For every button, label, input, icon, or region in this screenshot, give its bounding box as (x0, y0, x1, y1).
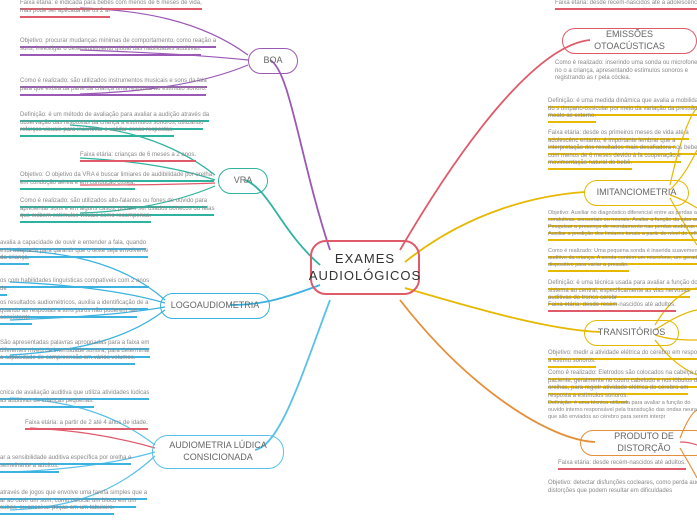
cat-vra[interactable]: VRA (218, 168, 268, 194)
alc-1: cnica de avaliação auditiva que utiliza … (0, 390, 150, 405)
boa-obj: Objetivo: procurar mudanças mínimas de c… (20, 38, 220, 53)
prod-obj: Objetivo: detectar disfunções cocleares,… (548, 480, 697, 495)
vra-def: Definição: é um método de avaliação para… (20, 112, 220, 135)
imi-faixa: Faixa etária: desde os primeiros meses d… (548, 130, 697, 168)
boa-faixa: Faixa etária: é indicada para bebês com … (20, 0, 210, 15)
cat-alc[interactable]: AUDIOMETRIA LÚDICA CONSICIONADA (152, 435, 284, 469)
center-line1: EXAMES (309, 251, 421, 268)
prod-faixa: Faixa etária: desde recém-nascidos até a… (558, 460, 697, 468)
prod-def: Definição: é uma técnica utilizada para … (548, 400, 697, 421)
vra-obj: Objetivo: O objetivo da VRA é buscar lim… (20, 172, 215, 187)
cat-boa[interactable]: BOA (248, 48, 298, 74)
logo-1: avalia a capacidade de ouvir e entender … (0, 240, 155, 263)
center-line2: AUDIOLÓGICOS (309, 268, 421, 285)
vra-como: Como é realizado: são utilizados alto-fa… (20, 198, 215, 221)
imi-obj: Objetivo: Auxiliar no diagnóstico difere… (548, 210, 697, 238)
alc-4: através de jogos que envolve uma tarefa … (0, 490, 150, 513)
cat-tra[interactable]: TRANSITÓRIOS (584, 320, 679, 346)
cat-emo[interactable]: EMISSÕES OTOACÚSTICAS (562, 28, 697, 54)
emo-faixa: Faixa etária: desde recém-nascidos até a… (555, 0, 697, 8)
logo-3: os resultados audiométricos, auxilia a i… (0, 300, 155, 323)
cat-imi[interactable]: IMITANCIOMETRIA (584, 180, 689, 206)
cat-logo[interactable]: LOGOAUDIOMETRIA (160, 293, 270, 319)
tra-def: Definição: é uma técnica usada para aval… (548, 280, 697, 303)
emo-como: Como é realizado: inserindo uma sonda ou… (555, 60, 697, 83)
alc-faixa: Faixa etária: a partir de 2 até 4 anos d… (25, 420, 155, 428)
center-node[interactable]: EXAMES AUDIOLÓGICOS (310, 240, 420, 295)
cat-prod[interactable]: PRODUTO DE DISTORÇÃO (580, 430, 697, 456)
tra-como: Como é realizado: Eletrodos são colocado… (548, 370, 697, 400)
boa-como: Como é realizado: são utilizados instrum… (20, 78, 220, 93)
imi-def: Definição: é uma medida dinâmica que ava… (548, 98, 697, 121)
tra-obj: Objetivo: medir a atividade elétrica do … (548, 350, 697, 365)
vra-faixa: Faixa etária: crianças de 6 meses a 2 an… (80, 152, 210, 160)
alc-3: ar a sensibilidade auditiva específica p… (0, 455, 150, 470)
logo-4: São apresentadas palavras apropriadas pa… (0, 340, 155, 363)
tra-faixa: Faixa etária: desde recém-nascidos até a… (548, 302, 697, 310)
imi-como: Como é realizado: Uma pequena sonda é in… (548, 248, 697, 269)
logo-2: os com habilidades linguísticas compatív… (0, 278, 155, 293)
